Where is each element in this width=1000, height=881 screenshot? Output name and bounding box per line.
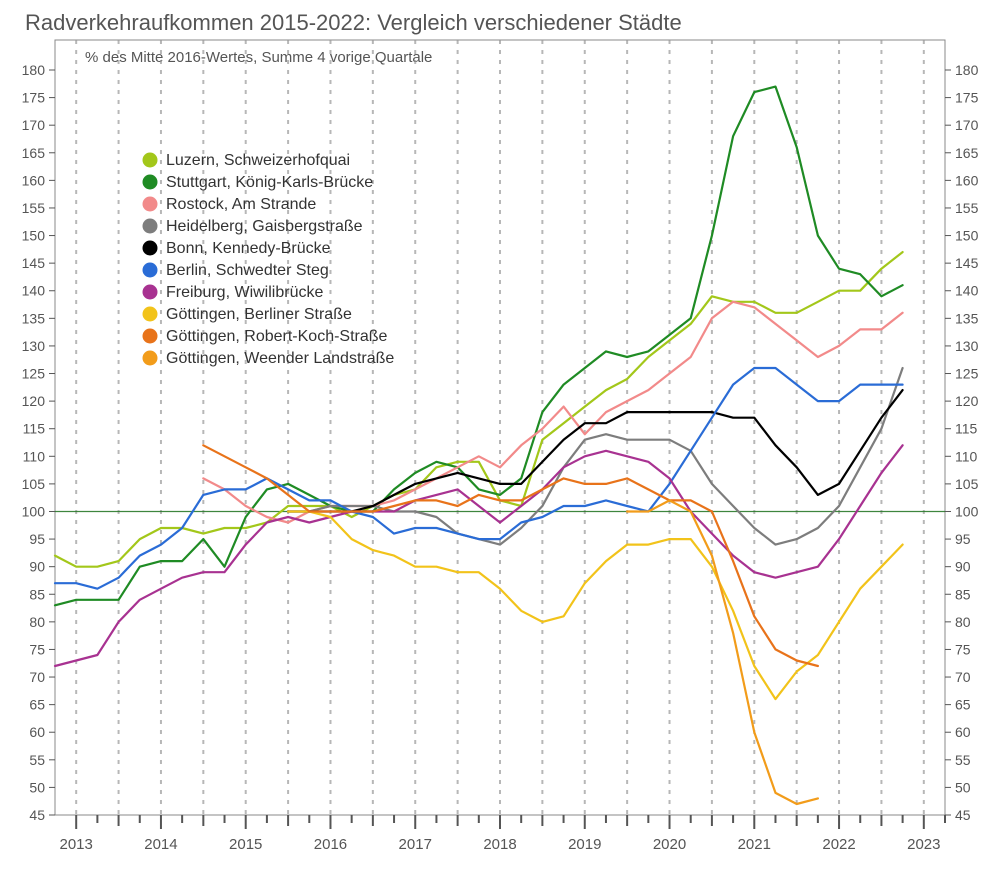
legend-marker [143, 263, 158, 278]
y-tick-label-right: 100 [955, 503, 979, 519]
legend-label: Rostock, Am Strande [166, 196, 316, 213]
x-tick-label: 2023 [907, 836, 940, 853]
x-tick-label: 2022 [822, 836, 855, 853]
y-tick-label: 140 [22, 283, 46, 299]
legend-marker [143, 219, 158, 234]
x-tick-label: 2015 [229, 836, 262, 853]
series-group [55, 87, 903, 804]
y-tick-label-right: 170 [955, 117, 979, 133]
y-tick-label-right: 130 [955, 338, 979, 354]
series-line [203, 445, 818, 666]
y-tick-label-right: 120 [955, 393, 979, 409]
x-tick-label: 2017 [399, 836, 432, 853]
legend-label: Luzern, Schweizerhofquai [166, 152, 350, 169]
y-tick-label: 120 [22, 393, 46, 409]
line-chart: Radverkehraufkommen 2015-2022: Vergleich… [0, 0, 1000, 881]
y-tick-label: 110 [23, 448, 46, 464]
x-tick-label: 2019 [568, 836, 601, 853]
y-tick-label-right: 155 [955, 200, 979, 216]
legend-label: Berlin, Schwedter Steg [166, 262, 329, 279]
y-tick-label: 130 [22, 338, 46, 354]
y-tick-label: 125 [22, 366, 46, 382]
y-tick-label: 175 [22, 90, 46, 106]
y-tick-label-right: 135 [955, 310, 979, 326]
y-tick-label-right: 95 [955, 531, 971, 547]
y-tick-label-right: 145 [955, 255, 979, 271]
x-tick-label: 2018 [483, 836, 516, 853]
x-axis: 2013 2014 2015 2016 2017 2018 2019 2020 2021 2022… [60, 815, 945, 853]
x-tick-label: 2016 [314, 836, 347, 853]
y-tick-label: 70 [29, 669, 45, 685]
x-tick-label: 2020 [653, 836, 686, 853]
legend-label: Göttingen, Weender Landstraße [166, 350, 394, 367]
y-tick-label-right: 45 [955, 807, 971, 823]
y-tick-label-right: 175 [955, 90, 979, 106]
y-tick-label: 90 [29, 559, 45, 575]
y-tick-label-right: 140 [955, 283, 979, 299]
y-tick-label: 50 [29, 779, 45, 795]
y-tick-label: 45 [29, 807, 45, 823]
y-tick-label: 65 [29, 697, 45, 713]
y-tick-label: 170 [22, 117, 46, 133]
y-tick-label: 95 [29, 531, 45, 547]
y-tick-label: 135 [22, 310, 46, 326]
y-tick-label: 145 [22, 255, 46, 271]
legend-label: Göttingen, Robert-Koch-Straße [166, 328, 388, 345]
legend-label: Göttingen, Berliner Straße [166, 306, 352, 323]
legend: Luzern, Schweizerhofquai Stuttgart, König… [143, 152, 395, 367]
legend-marker [143, 175, 158, 190]
chart-subtitle: % des Mitte 2016-Wertes, Summe 4 vorige … [85, 49, 432, 66]
y-tick-label: 100 [22, 503, 46, 519]
y-tick-label: 150 [22, 228, 46, 244]
y-tick-label-right: 90 [955, 559, 971, 575]
series-line [288, 390, 903, 511]
legend-label: Stuttgart, König-Karls-Brücke [166, 174, 373, 191]
legend-marker [143, 285, 158, 300]
y-tick-label-right: 65 [955, 697, 971, 713]
legend-marker [143, 307, 158, 322]
y-tick-label: 160 [22, 172, 46, 188]
y-tick-label: 165 [22, 145, 46, 161]
y-tick-label-right: 110 [955, 448, 978, 464]
legend-marker [143, 153, 158, 168]
series-line [288, 512, 903, 700]
y-tick-label-right: 105 [955, 476, 979, 492]
legend-marker [143, 329, 158, 344]
y-tick-label-right: 160 [955, 172, 979, 188]
y-tick-label: 115 [23, 421, 46, 437]
y-tick-label-right: 60 [955, 724, 971, 740]
y-tick-label-right: 125 [955, 366, 979, 382]
y-tick-label-right: 50 [955, 779, 971, 795]
chart-title: Radverkehraufkommen 2015-2022: Vergleich… [25, 10, 682, 35]
y-tick-label-right: 80 [955, 614, 971, 630]
y-tick-label: 55 [29, 752, 45, 768]
y-tick-label-right: 165 [955, 145, 979, 161]
x-tick-label: 2014 [144, 836, 177, 853]
y-tick-label-right: 115 [955, 421, 978, 437]
y-tick-label: 60 [29, 724, 45, 740]
y-tick-label-right: 55 [955, 752, 971, 768]
legend-label: Bonn, Kennedy-Brücke [166, 240, 331, 257]
legend-label: Freiburg, Wiwilibrücke [166, 284, 323, 301]
y-tick-label-right: 85 [955, 586, 971, 602]
legend-marker [143, 241, 158, 256]
y-tick-label-right: 180 [955, 62, 979, 78]
y-tick-label: 75 [29, 641, 45, 657]
y-tick-label: 155 [22, 200, 46, 216]
y-tick-label-right: 70 [955, 669, 971, 685]
y-tick-label: 180 [22, 62, 46, 78]
x-tick-label: 2013 [60, 836, 93, 853]
y-tick-label: 80 [29, 614, 45, 630]
y-tick-label: 85 [29, 586, 45, 602]
legend-marker [143, 351, 158, 366]
y-tick-label: 105 [22, 476, 46, 492]
x-tick-label: 2021 [738, 836, 771, 853]
y-tick-label-right: 75 [955, 641, 971, 657]
legend-label: Heidelberg, Gaisbergstraße [166, 218, 363, 235]
chart-container: Radverkehraufkommen 2015-2022: Vergleich… [0, 0, 1000, 881]
y-tick-label-right: 150 [955, 228, 979, 244]
legend-marker [143, 197, 158, 212]
